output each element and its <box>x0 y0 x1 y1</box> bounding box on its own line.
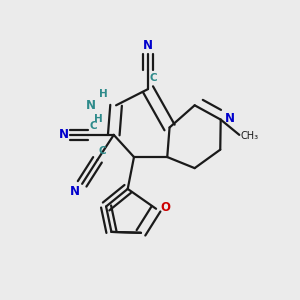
Text: C: C <box>89 121 97 131</box>
Text: O: O <box>160 201 170 214</box>
Text: N: N <box>86 99 96 112</box>
Text: N: N <box>58 128 68 141</box>
Text: CH₃: CH₃ <box>241 131 259 141</box>
Text: C: C <box>149 74 157 83</box>
Text: C: C <box>99 146 106 156</box>
Text: N: N <box>225 112 235 125</box>
Text: H: H <box>99 89 108 99</box>
Text: N: N <box>143 39 153 52</box>
Text: H: H <box>94 114 103 124</box>
Text: N: N <box>70 185 80 198</box>
